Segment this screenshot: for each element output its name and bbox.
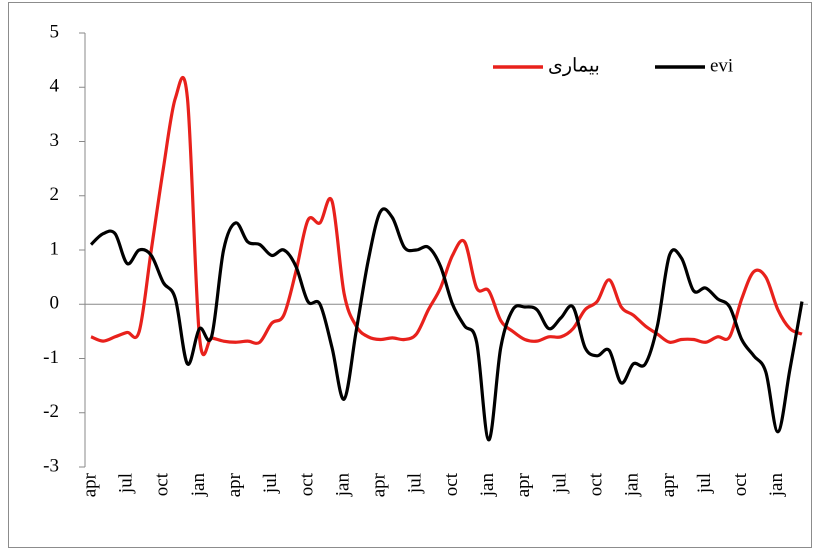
series-line (90, 76, 803, 357)
y-tick-label: 1 (50, 238, 60, 259)
y-tick-label: -2 (43, 401, 59, 422)
series-line (89, 207, 804, 442)
x-tick-label: jul (694, 473, 715, 494)
x-tick-label: oct (296, 472, 317, 496)
legend-label: evi (710, 55, 733, 76)
x-tick-label: apr (369, 472, 390, 497)
x-tick-label: oct (730, 472, 751, 496)
x-tick-label: oct (441, 472, 462, 496)
x-tick-label: jan (188, 473, 209, 498)
x-tick-label: jan (477, 473, 498, 498)
x-tick-label: oct (152, 472, 173, 496)
x-tick-label: apr (79, 472, 100, 497)
y-tick-label: 0 (50, 293, 60, 314)
y-tick-label: 2 (50, 184, 60, 205)
x-tick-label: apr (513, 472, 534, 497)
x-tick-label: oct (585, 472, 606, 496)
x-tick-label: jan (766, 473, 787, 498)
x-tick-label: apr (658, 472, 679, 497)
x-tick-label: jul (260, 473, 281, 494)
x-tick-label: jan (622, 473, 643, 498)
chart-frame (8, 2, 812, 548)
x-tick-label: jul (116, 473, 137, 494)
x-tick-label: jan (332, 473, 353, 498)
y-tick-label: 5 (50, 21, 60, 42)
x-tick-label: apr (224, 472, 245, 497)
y-tick-label: 3 (50, 130, 60, 151)
x-tick-label: jul (405, 473, 426, 494)
y-tick-label: 4 (50, 76, 60, 97)
legend-label: بیماری (548, 55, 600, 76)
y-tick-label: -3 (43, 455, 59, 476)
x-tick-label: jul (549, 473, 570, 494)
y-tick-label: -1 (43, 347, 59, 368)
